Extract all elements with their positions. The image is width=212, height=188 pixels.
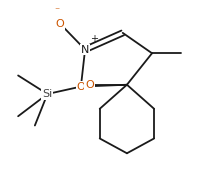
Text: +: + xyxy=(90,34,98,44)
Text: O: O xyxy=(77,82,85,92)
Text: O: O xyxy=(56,19,64,29)
Text: O: O xyxy=(85,80,94,90)
Text: Si: Si xyxy=(42,89,53,99)
Text: ⁻: ⁻ xyxy=(55,6,60,16)
Text: N: N xyxy=(81,45,89,55)
